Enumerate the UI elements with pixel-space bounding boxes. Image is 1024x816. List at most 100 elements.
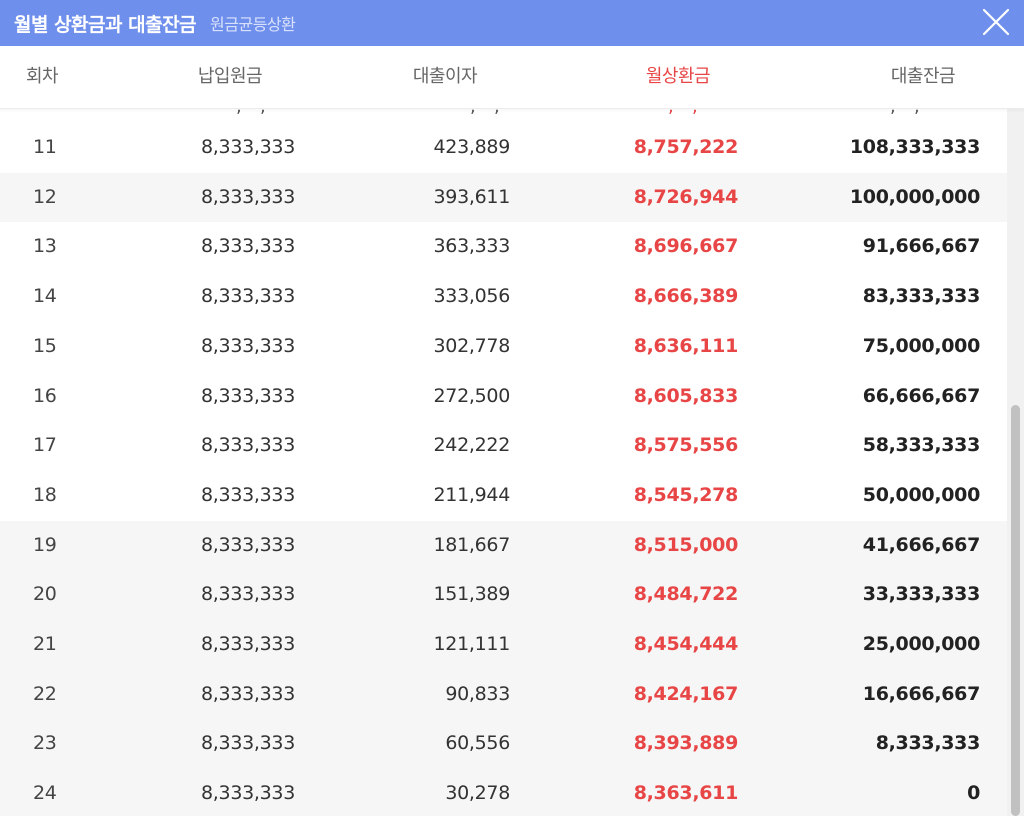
table-row: 15 8,333,333 302,778 8,636,111 75,000,000	[0, 322, 1007, 372]
monthly-payment-cell: 8,454,444	[633, 633, 739, 655]
interest-cell: 60,556	[445, 732, 510, 755]
vertical-scrollbar[interactable]	[1007, 108, 1024, 816]
principal-cell: 8,333,333	[201, 682, 295, 705]
column-header-round: 회차	[25, 66, 59, 87]
round-cell: 16	[33, 384, 57, 407]
interest-cell: 121,111	[433, 633, 511, 655]
monthly-payment-cell: 8,666,389	[633, 285, 739, 308]
monthly-payment-cell: 8,757,222	[633, 136, 739, 158]
remaining-balance-cell: 8,333,333	[875, 732, 981, 755]
remaining-balance-cell: 0	[967, 782, 980, 805]
table-row: 11 8,333,333 423,889 8,757,222 108,333,333	[0, 123, 1007, 173]
table-row: 14 8,333,333 333,056 8,666,389 83,333,333	[0, 272, 1007, 322]
principal-cell: 8,333,333	[201, 533, 295, 556]
round-cell: 12	[33, 185, 57, 208]
table-body[interactable]: , , , , , , , , 11 8,333,333 423,889 8,757,…	[0, 108, 1007, 816]
principal-cell: 8,333,333	[201, 732, 295, 755]
interest-cell: 181,667	[433, 533, 511, 556]
table-row: 18 8,333,333 211,944 8,545,278 50,000,000	[0, 471, 1007, 521]
round-cell: 19	[33, 533, 57, 556]
interest-cell: 393,611	[433, 185, 511, 208]
table-row: 22 8,333,333 90,833 8,424,167 16,666,667	[0, 669, 1007, 720]
modal-titlebar: 월별 상환금과 대출잔금 원금균등상환	[0, 0, 1024, 46]
table-row: 16 8,333,333 272,500 8,605,833 66,666,667	[0, 372, 1007, 422]
remaining-balance-cell: 108,333,333	[849, 136, 980, 158]
remaining-balance-cell: 50,000,000	[862, 483, 981, 506]
table-header: 회차 납입원금 대출이자 월상환금 대출잔금	[0, 46, 1024, 109]
interest-cell: 333,056	[433, 285, 511, 308]
table-row: 21 8,333,333 121,111 8,454,444 25,000,000	[0, 620, 1007, 670]
interest-cell: 423,889	[433, 136, 511, 158]
principal-cell: 8,333,333	[201, 583, 295, 606]
monthly-payment-cell: 8,393,889	[633, 732, 739, 755]
modal-title: 월별 상환금과 대출잔금	[14, 13, 197, 36]
principal-cell: 8,333,333	[201, 285, 295, 308]
table-row: 20 8,333,333 151,389 8,484,722 33,333,333	[0, 570, 1007, 620]
table-row: 12 8,333,333 393,611 8,726,944 100,000,000	[0, 172, 1007, 223]
column-header-principal: 납입원금	[197, 66, 263, 87]
round-cell: 22	[33, 682, 57, 705]
remaining-balance-cell: 41,666,667	[862, 533, 981, 556]
remaining-balance-cell: 100,000,000	[849, 185, 980, 208]
round-cell: 23	[33, 732, 57, 755]
interest-cell: 151,389	[433, 583, 511, 606]
modal-subtitle: 원금균등상환	[210, 15, 296, 34]
round-cell: 13	[33, 235, 57, 258]
round-cell: 17	[33, 434, 57, 457]
round-cell: 14	[33, 285, 57, 308]
table-row: 23 8,333,333 60,556 8,393,889 8,333,333	[0, 719, 1007, 770]
principal-cell: 8,333,333	[201, 136, 295, 158]
monthly-payment-cell: 8,575,556	[633, 434, 739, 457]
principal-cell: 8,333,333	[201, 235, 295, 258]
principal-cell: 8,333,333	[201, 782, 295, 805]
round-cell: 20	[33, 583, 57, 606]
monthly-payment-cell: 8,726,944	[633, 185, 739, 208]
monthly-payment-cell: 8,545,278	[633, 483, 739, 506]
remaining-balance-cell: 58,333,333	[862, 434, 981, 457]
monthly-payment-cell: 8,363,611	[633, 782, 739, 805]
round-cell: 21	[33, 633, 57, 655]
monthly-payment-cell: 8,605,833	[633, 384, 739, 407]
monthly-payment-cell: 8,515,000	[633, 533, 739, 556]
interest-cell: 272,500	[433, 384, 511, 407]
monthly-payment-cell: 8,424,167	[633, 682, 739, 705]
table-row: 24 8,333,333 30,278 8,363,611 0	[0, 769, 1007, 816]
table-row: 13 8,333,333 363,333 8,696,667 91,666,667	[0, 222, 1007, 272]
remaining-balance-cell: 66,666,667	[862, 384, 981, 407]
round-cell: 11	[33, 136, 57, 158]
scrollbar-thumb[interactable]	[1011, 405, 1020, 816]
remaining-balance-cell: 75,000,000	[862, 334, 981, 357]
column-header-monthly-payment: 월상환금	[645, 66, 711, 87]
round-cell: 18	[33, 483, 57, 506]
principal-cell: 8,333,333	[201, 633, 295, 655]
close-button[interactable]	[978, 4, 1014, 40]
remaining-balance-cell: 91,666,667	[862, 235, 981, 258]
partially-hidden-row: , , , , , , , ,	[0, 108, 1007, 124]
column-header-interest: 대출이자	[412, 66, 478, 87]
close-icon	[982, 8, 1010, 36]
remaining-balance-cell: 33,333,333	[862, 583, 981, 606]
interest-cell: 363,333	[433, 235, 511, 258]
principal-cell: 8,333,333	[201, 334, 295, 357]
remaining-balance-cell: 83,333,333	[862, 285, 981, 308]
monthly-payment-cell: 8,484,722	[633, 583, 739, 606]
principal-cell: 8,333,333	[201, 434, 295, 457]
column-header-remaining-balance: 대출잔금	[890, 66, 956, 87]
monthly-payment-cell: 8,696,667	[633, 235, 739, 258]
interest-cell: 302,778	[433, 334, 511, 357]
remaining-balance-cell: 25,000,000	[862, 633, 981, 655]
interest-cell: 30,278	[445, 782, 510, 805]
table-row: 17 8,333,333 242,222 8,575,556 58,333,333	[0, 421, 1007, 471]
interest-cell: 90,833	[445, 682, 510, 705]
principal-cell: 8,333,333	[201, 185, 295, 208]
principal-cell: 8,333,333	[201, 483, 295, 506]
remaining-balance-cell: 16,666,667	[862, 682, 981, 705]
interest-cell: 211,944	[433, 483, 511, 506]
interest-cell: 242,222	[433, 434, 511, 457]
table-row: 19 8,333,333 181,667 8,515,000 41,666,667	[0, 520, 1007, 571]
round-cell: 24	[33, 782, 57, 805]
monthly-payment-cell: 8,636,111	[633, 334, 739, 357]
round-cell: 15	[33, 334, 57, 357]
principal-cell: 8,333,333	[201, 384, 295, 407]
